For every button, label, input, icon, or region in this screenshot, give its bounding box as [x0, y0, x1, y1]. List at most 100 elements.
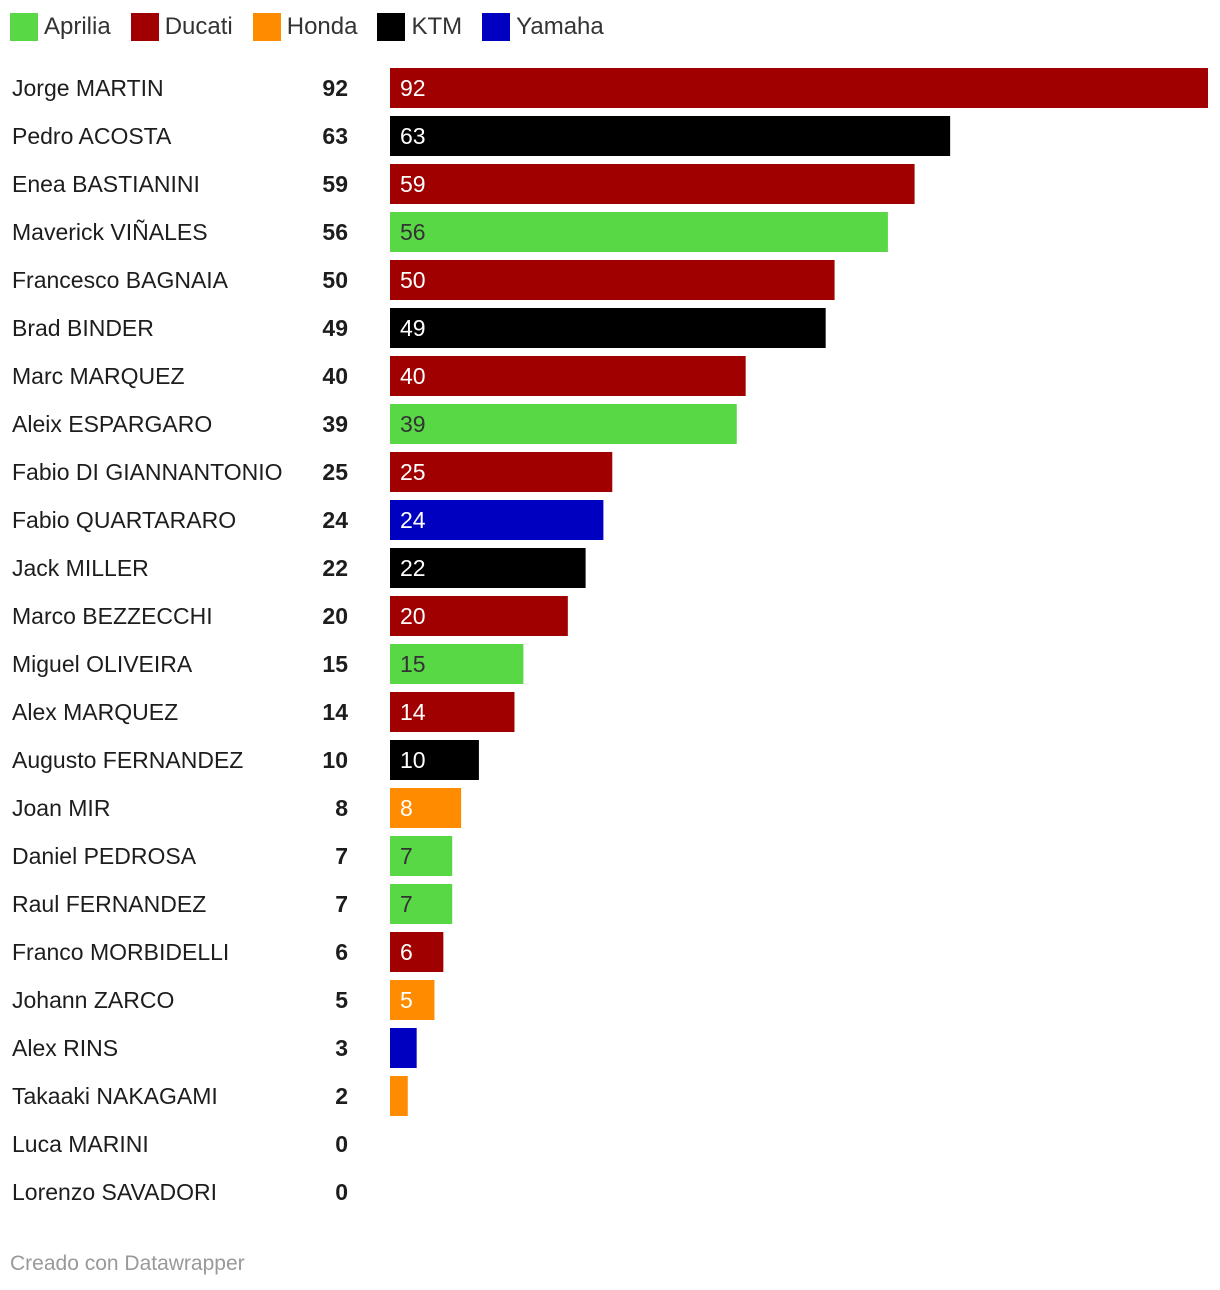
legend-label: KTM — [411, 13, 463, 40]
bar-aprilia — [390, 644, 524, 684]
legend-swatch — [10, 13, 38, 41]
legend-swatch — [252, 13, 281, 41]
bar-ducati — [390, 596, 568, 636]
rider-points: 24 — [322, 507, 348, 533]
rider-name: Pedro ACOSTA — [12, 123, 172, 149]
bar-ktm — [390, 116, 951, 156]
chart-legend: Aprilia Ducati Honda KTM Yamaha — [10, 11, 624, 43]
bar-aprilia — [390, 884, 453, 924]
bar-value-label: 15 — [400, 651, 426, 677]
bar-aprilia — [390, 836, 453, 876]
bar-value-label: 92 — [400, 75, 426, 101]
rider-points: 2 — [335, 1083, 348, 1109]
rider-points: 50 — [322, 267, 348, 293]
legend-label: Yamaha — [516, 13, 604, 40]
bar-value-label: 50 — [400, 267, 426, 293]
rider-points: 5 — [335, 987, 348, 1013]
bar-ktm — [390, 740, 479, 780]
rider-name: Maverick VIÑALES — [12, 219, 208, 245]
rider-name: Fabio DI GIANNANTONIO — [12, 459, 283, 485]
rider-points: 22 — [322, 555, 348, 581]
bar-value-label: 20 — [400, 603, 426, 629]
rider-points: 6 — [335, 939, 348, 965]
bar-value-label: 7 — [400, 891, 413, 917]
rider-points: 3 — [335, 1035, 348, 1061]
legend-swatch — [130, 13, 159, 41]
bar-value-label: 8 — [400, 795, 413, 821]
rider-name: Lorenzo SAVADORI — [12, 1179, 217, 1205]
rider-points: 0 — [335, 1179, 348, 1205]
rider-points: 39 — [322, 411, 348, 437]
rider-points: 8 — [335, 795, 348, 821]
bar-honda — [390, 788, 462, 828]
bar-value-label: 5 — [400, 987, 413, 1013]
bar-aprilia — [390, 404, 737, 444]
rider-points: 10 — [322, 747, 348, 773]
legend-item-ktm: KTM — [377, 13, 462, 41]
bar-value-label: 10 — [400, 747, 426, 773]
rider-points: 49 — [322, 315, 348, 341]
bar-ducati — [390, 68, 1208, 108]
rider-name: Daniel PEDROSA — [12, 843, 197, 869]
bar-aprilia — [390, 212, 888, 252]
legend-label: Honda — [286, 13, 358, 40]
bar-value-label: 24 — [400, 507, 426, 533]
bar-value-label: 39 — [400, 411, 426, 437]
bar-ducati — [390, 164, 915, 204]
bar-honda — [390, 980, 435, 1020]
rider-points: 92 — [322, 75, 348, 101]
bar-ducati — [390, 356, 746, 396]
rider-points: 7 — [335, 891, 348, 917]
bar-ktm — [390, 548, 586, 588]
rider-name: Luca MARINI — [12, 1131, 149, 1157]
rider-name: Franco MORBIDELLI — [12, 939, 229, 965]
rider-points: 14 — [322, 699, 348, 725]
bar-yamaha — [390, 1028, 417, 1068]
bar-ktm — [390, 308, 826, 348]
legend-item-honda: Honda — [252, 13, 358, 41]
bar-ducati — [390, 932, 444, 972]
rider-name: Johann ZARCO — [12, 987, 174, 1013]
rider-points: 0 — [335, 1131, 348, 1157]
bar-value-label: 56 — [400, 219, 426, 245]
rider-name: Francesco BAGNAIA — [12, 267, 229, 293]
bar-ducati — [390, 692, 515, 732]
bar-yamaha — [390, 500, 604, 540]
bar-ducati — [390, 452, 613, 492]
rider-points: 63 — [322, 123, 348, 149]
rider-points: 25 — [322, 459, 348, 485]
bar-honda — [390, 1076, 408, 1116]
legend-swatch — [377, 13, 406, 41]
bar-value-label: 7 — [400, 843, 413, 869]
bar-value-label: 49 — [400, 315, 426, 341]
rider-name: Aleix ESPARGARO — [12, 411, 212, 437]
legend-item-yamaha: Yamaha — [482, 13, 604, 41]
bar-ducati — [390, 260, 835, 300]
bar-value-label: 14 — [400, 699, 426, 725]
bar-value-label: 25 — [400, 459, 426, 485]
rider-name: Enea BASTIANINI — [12, 171, 200, 197]
legend-label: Ducati — [164, 13, 233, 40]
bar-value-label: 6 — [400, 939, 413, 965]
rider-points: 59 — [322, 171, 348, 197]
rider-name: Joan MIR — [12, 795, 110, 821]
bar-value-label: 63 — [400, 123, 426, 149]
rider-name: Fabio QUARTARARO — [12, 507, 236, 533]
rider-points: 40 — [322, 363, 348, 389]
legend-item-ducati: Ducati — [130, 13, 233, 41]
rider-name: Brad BINDER — [12, 315, 154, 341]
rider-points: 56 — [322, 219, 348, 245]
rider-name: Takaaki NAKAGAMI — [12, 1083, 218, 1109]
bar-value-label: 40 — [400, 363, 426, 389]
rider-name: Miguel OLIVEIRA — [12, 651, 193, 677]
rider-points: 20 — [322, 603, 348, 629]
rider-name: Raul FERNANDEZ — [12, 891, 206, 917]
bar-value-label: 59 — [400, 171, 426, 197]
legend-item-aprilia: Aprilia — [10, 13, 111, 41]
footer-credit: Creado con Datawrapper — [10, 1252, 245, 1275]
rider-name: Marco BEZZECCHI — [12, 603, 213, 629]
rider-points: 7 — [335, 843, 348, 869]
rider-name: Jorge MARTIN — [12, 75, 164, 101]
legend-swatch — [482, 13, 511, 41]
rider-name: Marc MARQUEZ — [12, 363, 185, 389]
